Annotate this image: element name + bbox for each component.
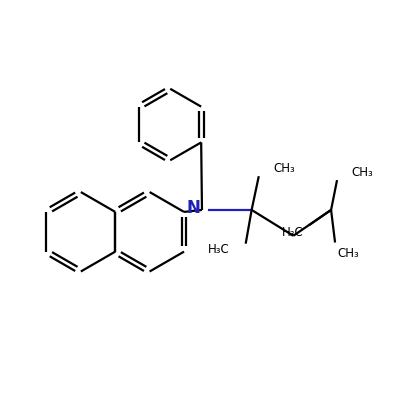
- Text: H₃C: H₃C: [282, 226, 303, 240]
- Text: CH₃: CH₃: [351, 166, 373, 179]
- Text: H₃C: H₃C: [208, 243, 230, 256]
- Text: CH₃: CH₃: [337, 247, 359, 260]
- Text: CH₃: CH₃: [274, 162, 295, 175]
- Text: N: N: [186, 199, 200, 217]
